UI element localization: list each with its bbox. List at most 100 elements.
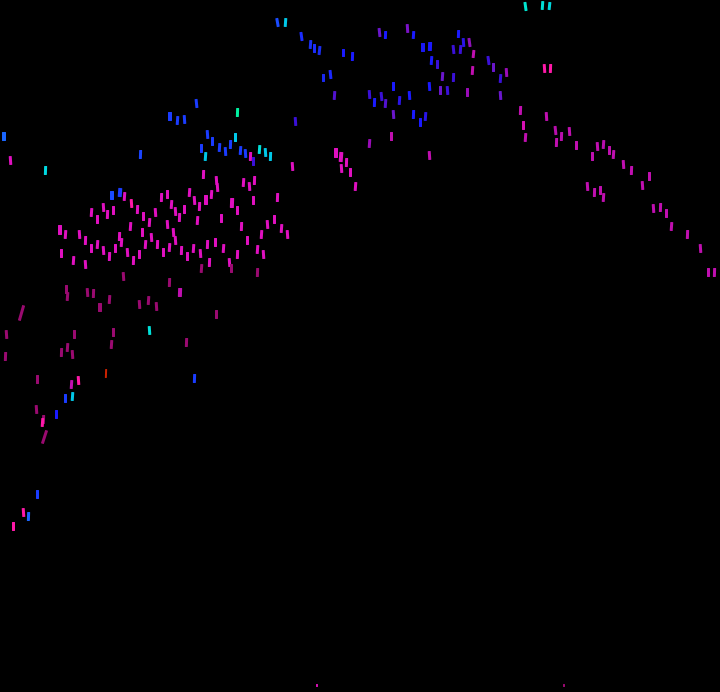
scatter-mark (316, 684, 318, 687)
scatter-mark (73, 330, 76, 339)
scatter-mark (64, 394, 67, 403)
scatter-mark (339, 163, 344, 174)
scatter-mark (241, 177, 246, 188)
scatter-mark (153, 207, 158, 218)
scatter-mark (397, 95, 402, 106)
scatter-mark (175, 115, 180, 126)
scatter-mark (197, 201, 202, 212)
scatter-mark (283, 17, 288, 28)
scatter-mark (427, 81, 432, 92)
scatter-mark (261, 249, 266, 260)
scatter-mark (377, 27, 382, 38)
scatter-mark (83, 259, 88, 270)
scatter-mark (131, 255, 136, 266)
scatter-mark (211, 137, 214, 146)
scatter-mark (522, 121, 525, 130)
scatter-mark (436, 60, 439, 69)
scatter-mark (658, 202, 663, 213)
scatter-mark (107, 251, 112, 262)
scatter-mark (252, 175, 257, 186)
scatter-mark (65, 285, 68, 294)
scatter-mark (121, 271, 126, 282)
scatter-mark (65, 342, 70, 353)
scatter-mark (117, 231, 122, 242)
scatter-mark (328, 69, 333, 80)
scatter-mark (611, 149, 616, 160)
scatter-mark (55, 410, 58, 419)
scatter-mark (293, 116, 298, 127)
scatter-mark (299, 31, 304, 42)
scatter-mark (205, 129, 210, 140)
scatter-mark (247, 181, 252, 192)
scatter-mark (147, 325, 152, 336)
scatter-mark (338, 151, 344, 163)
scatter-mark (252, 196, 255, 205)
scatter-mark (257, 144, 262, 155)
scatter-mark (90, 244, 93, 253)
scatter-mark (471, 49, 476, 59)
scatter-mark (142, 212, 145, 221)
scatter-mark (89, 207, 94, 218)
scatter-mark (77, 229, 82, 240)
scatter-mark (69, 379, 74, 390)
scatter-mark (313, 44, 316, 53)
scatter-mark (70, 391, 75, 402)
scatter-mark (665, 209, 668, 218)
scatter-mark (192, 195, 197, 206)
scatter-mark (34, 404, 39, 415)
scatter-mark (259, 229, 264, 240)
scatter-mark (191, 243, 196, 254)
scatter-mark (109, 339, 114, 350)
scatter-mark (60, 249, 63, 258)
scatter-mark (255, 267, 260, 278)
scatter-mark (59, 347, 64, 358)
scatter-mark (273, 215, 276, 224)
scatter-mark (407, 90, 412, 101)
scatter-mark (149, 232, 154, 243)
scatter-mark (183, 205, 186, 214)
scatter-mark (492, 63, 495, 72)
scatter-mark (177, 212, 182, 223)
scatter-mark (317, 45, 322, 56)
scatter-mark (554, 137, 559, 148)
scatter-mark (451, 72, 456, 83)
scatter-mark (21, 507, 26, 518)
scatter-mark (173, 206, 178, 217)
scatter-mark (595, 141, 600, 152)
scatter-mark (265, 219, 270, 230)
scatter-mark (3, 351, 8, 362)
scatter-mark (235, 107, 240, 118)
scatter-mark (165, 219, 170, 230)
scatter-mark (498, 90, 503, 101)
scatter-mark (138, 149, 143, 160)
scatter-mark (285, 229, 290, 240)
scatter-mark (101, 245, 106, 256)
scatter-mark (427, 41, 433, 52)
scatter-mark (239, 221, 244, 232)
scatter-mark (591, 152, 594, 161)
scatter-mark (83, 235, 88, 246)
scatter-mark (567, 126, 572, 137)
scatter-mark (112, 328, 115, 337)
scatter-mark (135, 204, 140, 215)
scatter-mark (698, 243, 703, 254)
scatter-mark (184, 337, 189, 348)
scatter-mark (461, 37, 466, 48)
scatter-mark (229, 197, 235, 209)
scatter-mark (255, 244, 260, 255)
scatter-mark (563, 684, 565, 687)
scatter-mark (95, 239, 100, 250)
scatter-mark (518, 105, 523, 116)
scatter-mark (236, 206, 239, 215)
scatter-mark (187, 187, 192, 198)
scatter-mark (215, 310, 218, 319)
scatter-mark (367, 138, 372, 149)
scatter-mark (383, 98, 388, 109)
scatter-mark (585, 181, 590, 192)
scatter-mark (223, 146, 228, 157)
scatter-mark (350, 51, 355, 62)
scatter-mark (110, 191, 114, 200)
scatter-mark (214, 238, 217, 247)
scatter-mark (117, 187, 123, 198)
scatter-mark (427, 150, 432, 161)
